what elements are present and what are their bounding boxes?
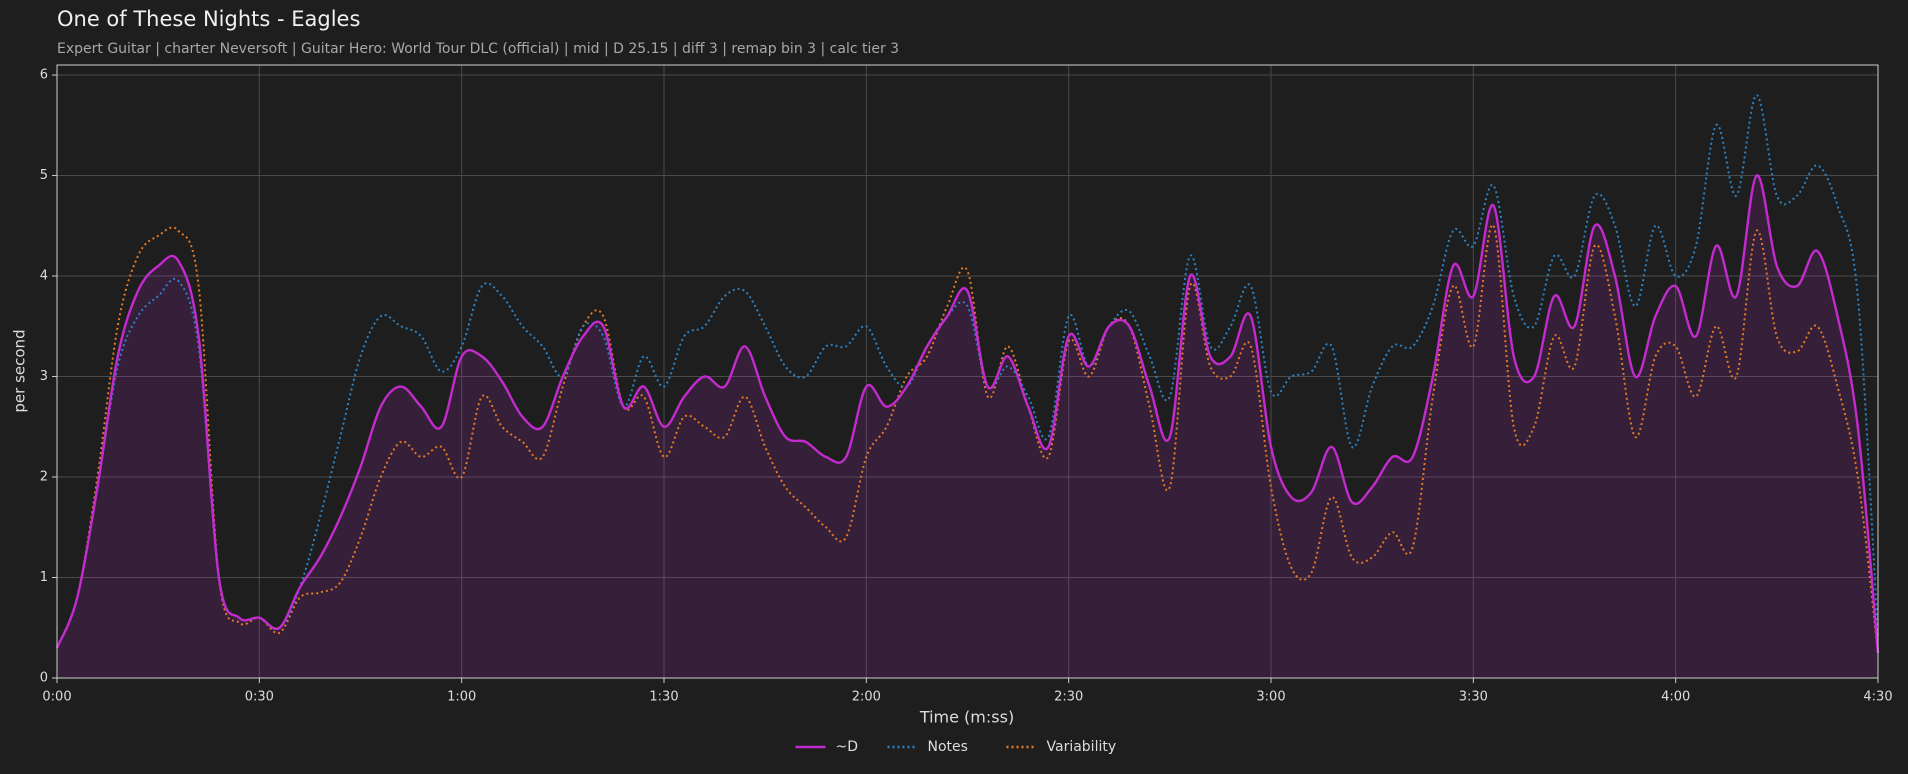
x-axis-label: Time (m:ss): [919, 708, 1014, 727]
y-tick-label: 1: [40, 570, 48, 585]
x-tick-label: 4:30: [1863, 690, 1892, 705]
x-tick-label: 1:00: [447, 690, 476, 705]
y-tick-label: 3: [40, 369, 48, 384]
x-tick-label: 3:30: [1459, 690, 1488, 705]
area: [57, 175, 1878, 678]
legend-label: Variability: [1047, 739, 1117, 755]
legend: ~D Notes Variability: [795, 739, 1117, 755]
x-tick-label: 2:00: [852, 690, 881, 705]
x-tick-label: 0:00: [42, 690, 71, 705]
plot-frame: [56, 64, 1879, 679]
x-tick-label: 1:30: [649, 690, 678, 705]
x-tick-label: 0:30: [245, 690, 274, 705]
x-tick-label: 2:30: [1054, 690, 1083, 705]
y-tick-label: 4: [40, 269, 48, 284]
chart-subtitle: Expert Guitar | charter Neversoft | Guit…: [57, 41, 899, 57]
chart-title: One of These Nights - Eagles: [57, 7, 360, 31]
x-tick-label: 4:00: [1661, 690, 1690, 705]
legend-label: Notes: [928, 739, 968, 755]
line: [56, 94, 1879, 649]
y-tick-label: 6: [40, 68, 48, 83]
y-tick-label: 0: [40, 671, 48, 686]
legend-label: ~D: [836, 739, 859, 755]
line: [55, 174, 1880, 653]
y-tick-label: 5: [40, 168, 48, 183]
x-tick-label: 3:00: [1256, 690, 1285, 705]
y-tick-label: 2: [40, 470, 48, 485]
y-axis-label: per second: [11, 329, 29, 412]
